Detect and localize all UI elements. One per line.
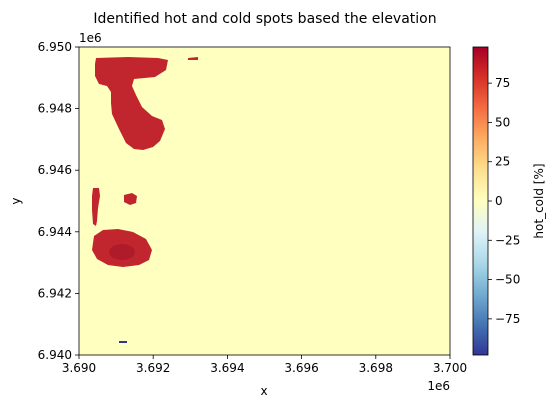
y-tick-label: 6.944 xyxy=(38,225,72,239)
cold-spot-bottom xyxy=(119,341,127,343)
hot-spot-top-left xyxy=(95,57,168,150)
hot-spot-left-strip xyxy=(92,188,100,226)
hot-spot-small-top xyxy=(188,57,198,60)
x-tick-label: 3.700 xyxy=(433,361,467,375)
hot-spot-small-mid xyxy=(124,193,137,205)
y-axis-label: y xyxy=(9,197,23,204)
chart-title: Identified hot and cold spots based the … xyxy=(93,11,436,27)
y-axis-ticks: 6.940 6.942 6.944 6.946 6.948 6.950 xyxy=(38,40,79,362)
x-tick-label: 3.696 xyxy=(284,361,318,375)
hot-spot-lower-core xyxy=(109,244,135,260)
x-axis-ticks: 3.690 3.692 3.694 3.696 3.698 3.700 xyxy=(62,355,467,375)
colorbar-tick-label: −25 xyxy=(495,233,520,247)
y-tick-label: 6.942 xyxy=(38,286,72,300)
y-axis-offset: 1e6 xyxy=(79,31,102,45)
colorbar-ticks: 75 50 25 0 −25 −50 −75 xyxy=(488,76,520,326)
x-axis-label: x xyxy=(260,384,267,398)
data-regions xyxy=(92,57,198,343)
plot-background xyxy=(79,47,450,355)
colorbar-tick-label: 75 xyxy=(495,76,510,90)
plot-frame xyxy=(78,46,451,356)
x-tick-label: 3.694 xyxy=(210,361,244,375)
y-tick-label: 6.950 xyxy=(38,40,72,54)
x-tick-label: 3.698 xyxy=(359,361,393,375)
colorbar-tick-label: −75 xyxy=(495,312,520,326)
colorbar-label: hot_cold [%] xyxy=(532,163,546,238)
y-tick-label: 6.948 xyxy=(38,102,72,116)
y-tick-label: 6.946 xyxy=(38,163,72,177)
colorbar-tick-label: 50 xyxy=(495,115,510,129)
colorbar-tick-label: 0 xyxy=(495,194,503,208)
colorbar-tick-label: −50 xyxy=(495,273,520,287)
y-tick-label: 6.940 xyxy=(38,348,72,362)
x-tick-label: 3.690 xyxy=(62,361,96,375)
x-tick-label: 3.692 xyxy=(136,361,170,375)
x-axis-offset: 1e6 xyxy=(427,379,450,393)
colorbar xyxy=(472,46,489,356)
colorbar-tick-label: 25 xyxy=(495,155,510,169)
